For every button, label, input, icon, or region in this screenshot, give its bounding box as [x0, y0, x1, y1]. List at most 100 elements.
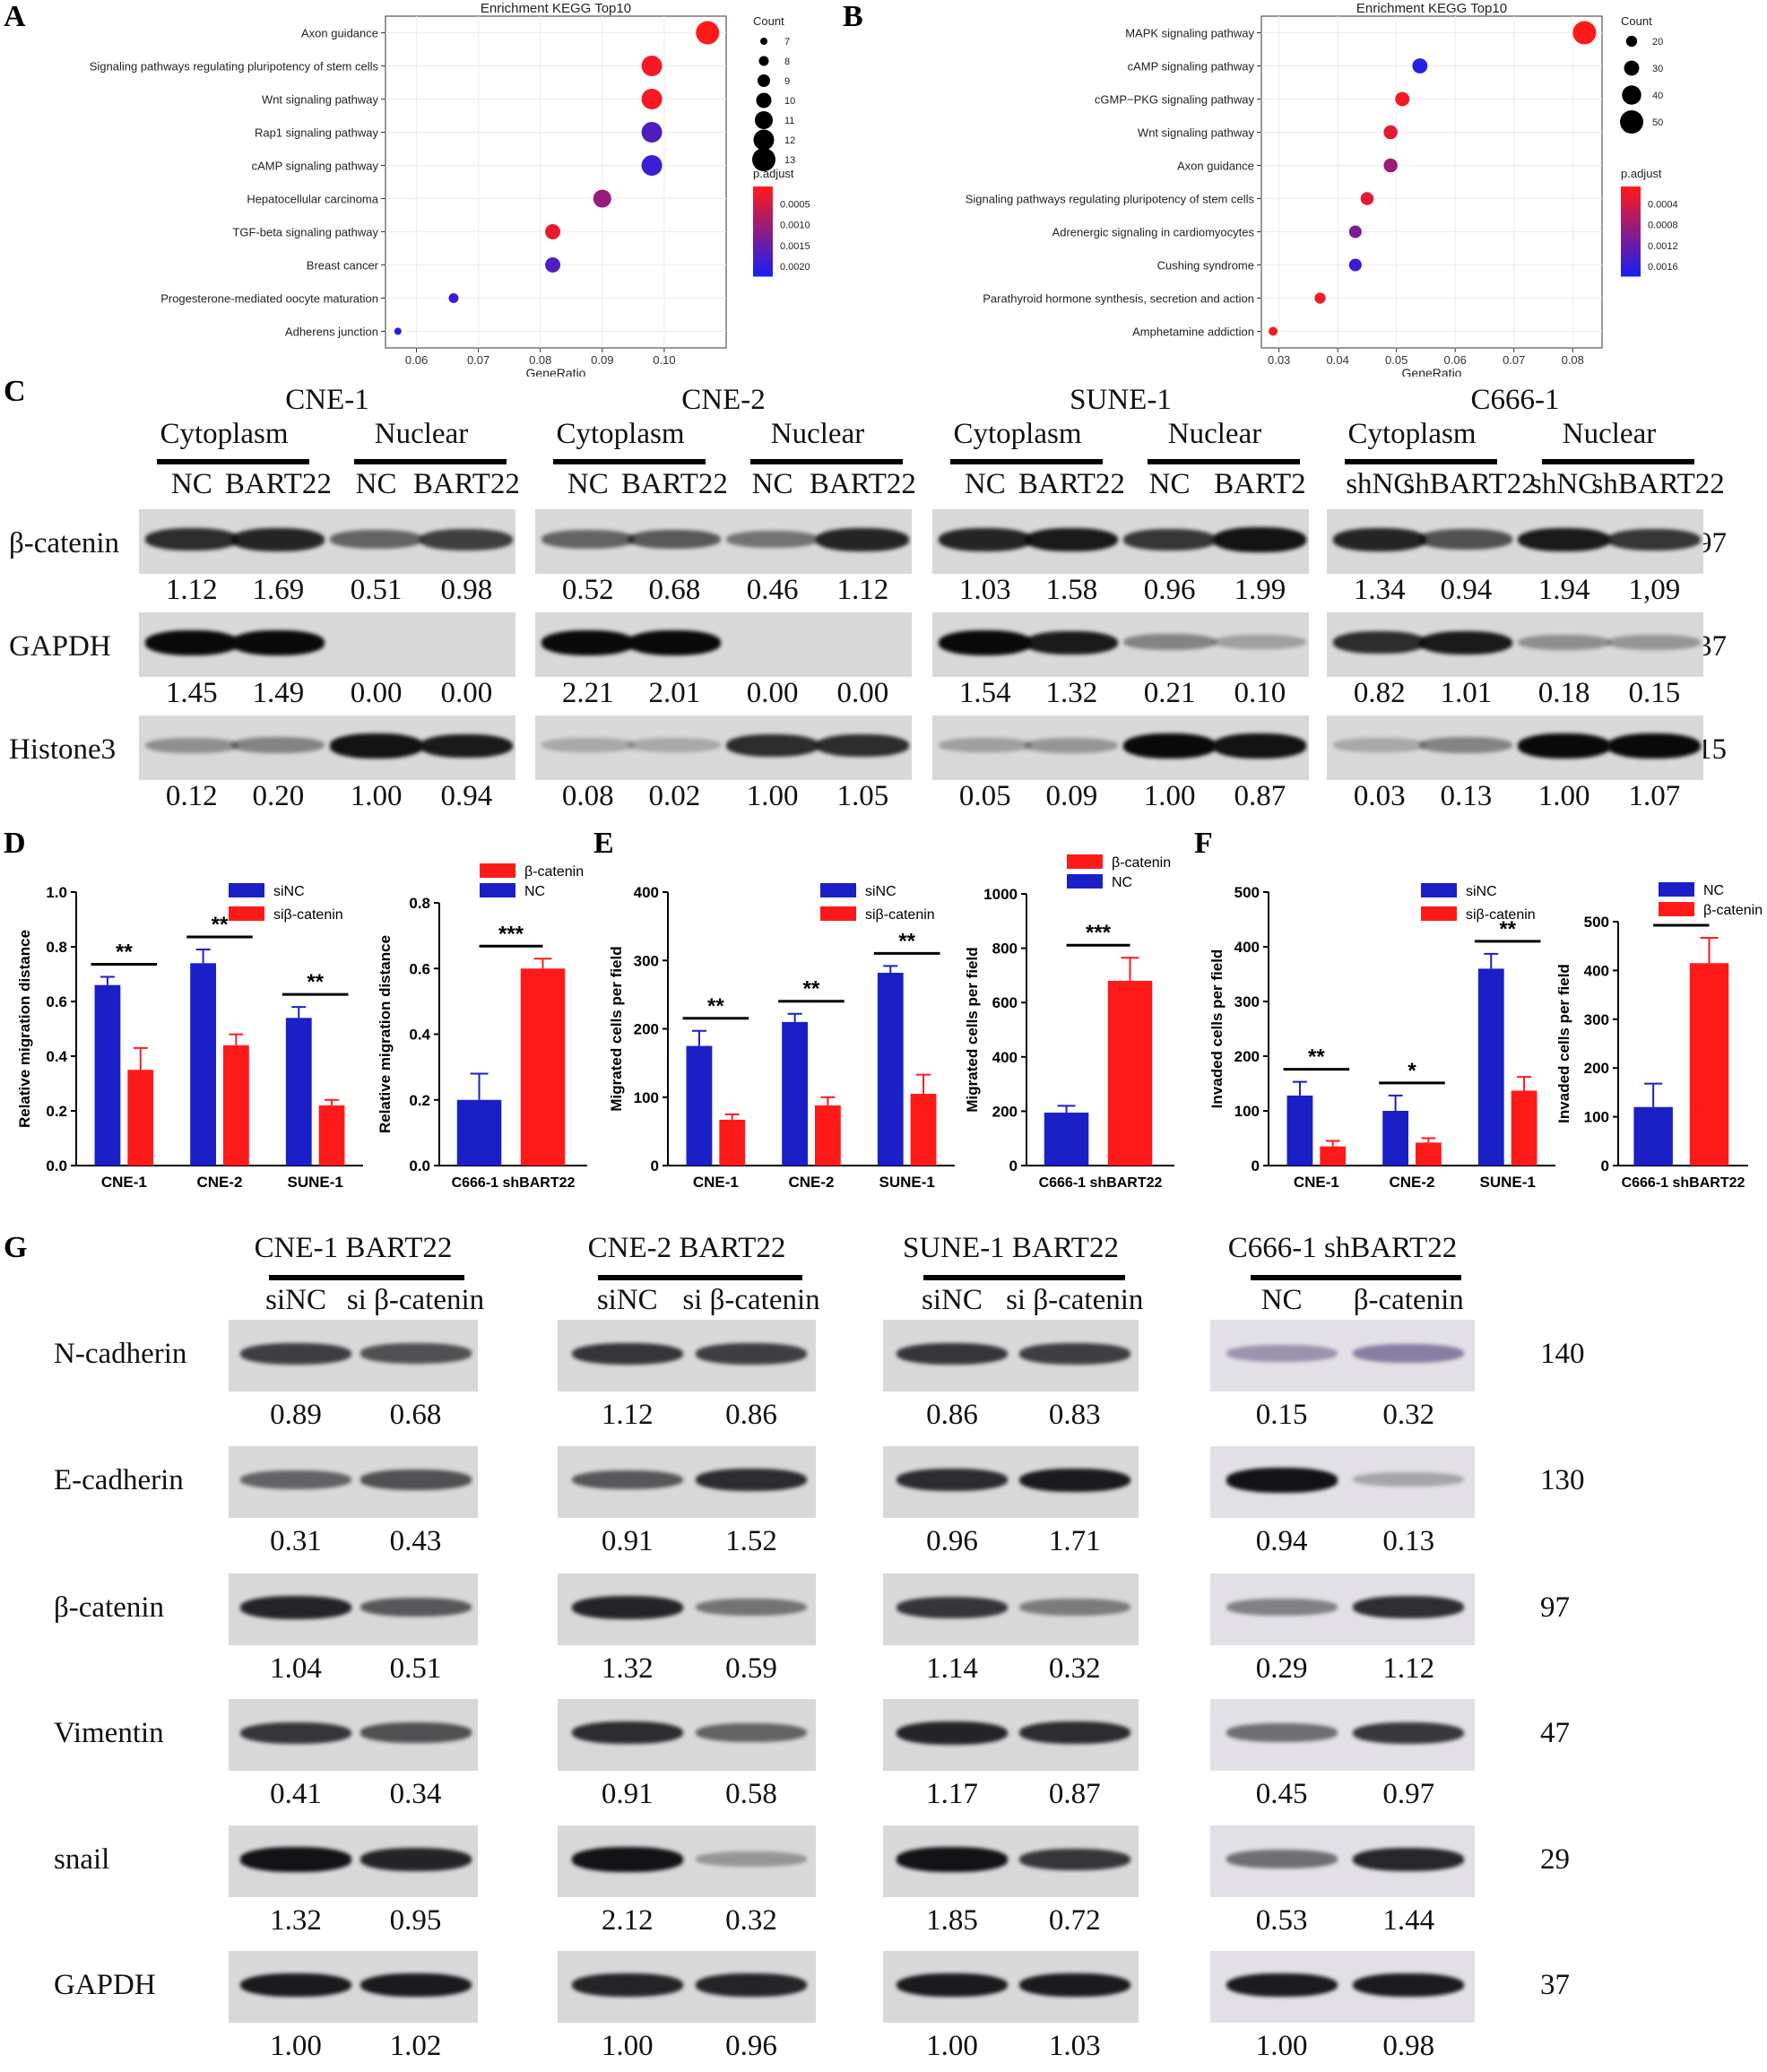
lane-label: si β-catenin	[1006, 1284, 1144, 1316]
bar	[1633, 1106, 1673, 1166]
protein-band	[1332, 631, 1426, 655]
significance-mark: **	[898, 929, 915, 953]
bar	[815, 1105, 841, 1166]
quant-value: 0.00	[350, 677, 403, 709]
quant-value: 0.09	[1045, 780, 1098, 812]
bar	[285, 1018, 312, 1166]
bar	[1320, 1146, 1347, 1166]
blot-image	[558, 1446, 816, 1518]
protein-band	[359, 1722, 472, 1743]
quant-value: 0.83	[1048, 1399, 1101, 1431]
colorbar-segment	[1621, 212, 1641, 216]
bar	[1477, 968, 1504, 1166]
protein-label: β-catenin	[54, 1591, 165, 1624]
quant-value: 0.13	[1382, 1525, 1435, 1557]
quant-value: 0.96	[1143, 574, 1196, 606]
lane-label: BART2	[1214, 468, 1306, 500]
enrichment-dot	[1269, 326, 1278, 336]
pathway-label: cAMP signaling pathway	[252, 160, 379, 173]
blot-image	[1210, 1446, 1475, 1518]
legend-label: siβ-catenin	[1466, 907, 1536, 923]
y-axis-label: Migrated cells per field	[964, 947, 981, 1112]
x-tick-label: 0.08	[529, 353, 551, 367]
panel-letter-g: G	[4, 1231, 28, 1264]
colorbar-segment	[753, 237, 773, 241]
pathway-label: Amphetamine addiction	[1132, 325, 1254, 339]
blot-image	[535, 715, 912, 780]
protein-band	[938, 527, 1032, 551]
pathway-label: Hepatocellular carcinoma	[247, 193, 378, 206]
enrichment-dot	[545, 224, 561, 239]
protein-band	[541, 530, 635, 549]
cytoplasm-label: Cytoplasm	[953, 418, 1082, 450]
colorbar-segment	[753, 208, 773, 212]
lane-label: NC	[751, 468, 793, 500]
bar	[686, 1045, 713, 1166]
size-legend-label: 8	[784, 56, 790, 67]
protein-band	[1517, 733, 1611, 759]
protein-band	[696, 1342, 807, 1365]
bar-chart-f1: 0 100 200 300 400 500 Invaded cells per field *…	[1208, 883, 1555, 1191]
enrichment-dot	[1360, 192, 1374, 205]
size-legend-dot	[752, 148, 775, 171]
fraction-bar	[1542, 459, 1694, 464]
protein-band	[1607, 634, 1702, 650]
legend-swatch	[1067, 874, 1103, 889]
colorbar-segment	[1621, 247, 1641, 252]
y-tick-label: 0.8	[409, 895, 430, 912]
quant-value: 0.98	[440, 574, 493, 606]
protein-label: N-cadherin	[54, 1338, 187, 1370]
quant-value: 0.10	[1234, 677, 1286, 709]
quant-value: 1.34	[1353, 574, 1406, 606]
bar	[520, 968, 566, 1166]
colorbar-segment	[753, 233, 773, 238]
quant-value: 0.52	[561, 574, 614, 606]
pathway-label: Progesterone-mediated oocyte maturation	[160, 292, 378, 306]
colorbar-segment	[1621, 219, 1641, 223]
quant-value: 1.07	[1628, 780, 1681, 812]
quant-value: 2.21	[561, 677, 614, 709]
protein-band	[1018, 1848, 1130, 1870]
protein-band	[896, 1596, 1008, 1618]
legend-swatch	[1067, 854, 1103, 869]
quant-value: 1.54	[958, 677, 1011, 709]
enrichment-dot	[448, 293, 459, 303]
panel-letter-a: A	[4, 0, 26, 33]
quant-value: 0.18	[1537, 677, 1590, 709]
colorbar-segment	[1621, 204, 1641, 209]
panel-c-western: CNE-1 Cytoplasm Nuclear NC BART22 NC BART22 CNE…	[0, 377, 1767, 825]
protein-band	[696, 1851, 807, 1867]
quant-value: 0.91	[601, 1778, 654, 1810]
bar	[223, 1045, 249, 1166]
protein-band	[1353, 1472, 1465, 1487]
pathway-label: Breast cancer	[307, 259, 379, 273]
quant-value: 0.68	[648, 574, 701, 606]
protein-band	[896, 1469, 1008, 1492]
cell-line-label: CNE-2	[681, 384, 766, 416]
cytoplasm-label: Cytoplasm	[160, 418, 289, 450]
bar	[1107, 980, 1153, 1166]
y-tick-label: 0.2	[409, 1092, 430, 1109]
pathway-label: TGF-beta signaling pathway	[232, 226, 378, 239]
protein-band	[896, 1721, 1008, 1745]
quant-value: 1.12	[1382, 1652, 1435, 1685]
kegg-dotplot-a: Enrichment KEGG Top10 0.06 0.07 0.08 0.09 0.1…	[90, 1, 810, 377]
size-legend-label: 10	[784, 96, 795, 107]
y-tick-label: 0.0	[46, 1157, 67, 1175]
size-legend-dot	[1624, 60, 1640, 76]
protein-band	[359, 1343, 472, 1364]
quant-value: 0.43	[389, 1525, 442, 1557]
protein-band	[1517, 634, 1611, 650]
protein-band	[1122, 528, 1217, 551]
protein-band	[144, 630, 238, 655]
colorbar-segment	[753, 273, 773, 277]
blot-image	[932, 612, 1309, 677]
protein-label: Vimentin	[54, 1717, 164, 1749]
bar	[1511, 1090, 1537, 1166]
y-axis-label: Relative migration distance	[16, 930, 33, 1128]
quant-value: 0.32	[725, 1904, 777, 1937]
enrichment-dot	[1572, 21, 1597, 45]
lane-label: BART22	[620, 468, 728, 500]
size-legend-dot	[1620, 110, 1643, 134]
fraction-bar	[553, 459, 706, 464]
